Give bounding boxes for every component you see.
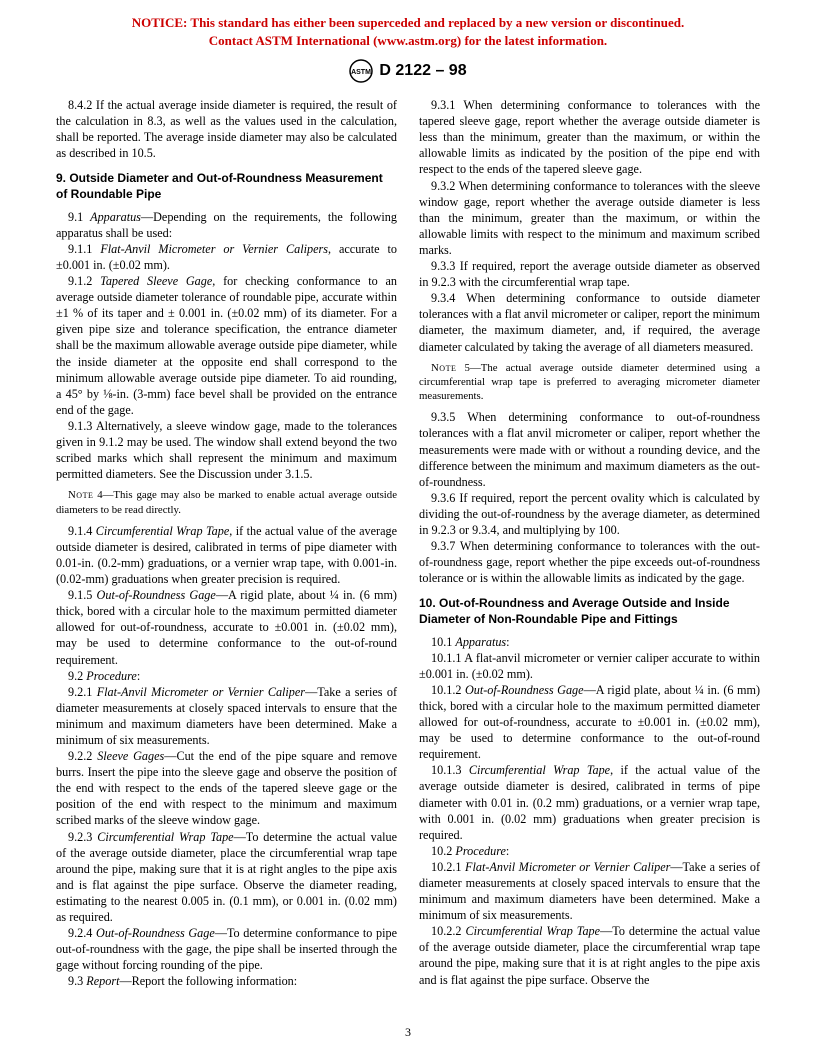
para-9.1.2: 9.1.2 Tapered Sleeve Gage, for checking … <box>56 273 397 418</box>
designation: D 2122 – 98 <box>379 62 466 80</box>
para-10.2.2: 10.2.2 Circumferential Wrap Tape—To dete… <box>419 923 760 987</box>
para-8.4.2: 8.4.2 If the actual average inside diame… <box>56 97 397 161</box>
para-9.3.3: 9.3.3 If required, report the average ou… <box>419 258 760 290</box>
note-4: Note 4—This gage may also be marked to e… <box>56 488 397 517</box>
para-10.2.1: 10.2.1 Flat-Anvil Micrometer or Vernier … <box>419 859 760 923</box>
svg-text:ASTM: ASTM <box>351 69 371 76</box>
para-9.3.7: 9.3.7 When determining conformance to to… <box>419 538 760 586</box>
doc-header: ASTM D 2122 – 98 <box>0 55 816 97</box>
para-9.3.6: 9.3.6 If required, report the percent ov… <box>419 490 760 538</box>
para-9.3.4: 9.3.4 When determining conformance to ou… <box>419 290 760 354</box>
para-9.2.4: 9.2.4 Out-of-Roundness Gage—To determine… <box>56 925 397 973</box>
para-9.3: 9.3 Report—Report the following informat… <box>56 973 397 989</box>
notice-banner: NOTICE: This standard has either been su… <box>0 0 816 55</box>
para-9.1.1: 9.1.1 Flat-Anvil Micrometer or Vernier C… <box>56 241 397 273</box>
para-9.2.3: 9.2.3 Circumferential Wrap Tape—To deter… <box>56 829 397 926</box>
para-9.2: 9.2 Procedure: <box>56 668 397 684</box>
para-9.3.1: 9.3.1 When determining conformance to to… <box>419 97 760 177</box>
para-10.1: 10.1 Apparatus: <box>419 634 760 650</box>
para-10.2: 10.2 Procedure: <box>419 843 760 859</box>
para-9.3.5: 9.3.5 When determining conformance to ou… <box>419 409 760 489</box>
para-9.1.3: 9.1.3 Alternatively, a sleeve window gag… <box>56 418 397 482</box>
body-columns: 8.4.2 If the actual average inside diame… <box>0 97 816 1009</box>
para-9.3.2: 9.3.2 When determining conformance to to… <box>419 178 760 258</box>
page-number: 3 <box>0 1025 816 1040</box>
para-9.1.5: 9.1.5 Out-of-Roundness Gage—A rigid plat… <box>56 587 397 667</box>
heading-10: 10. Out-of-Roundness and Average Outside… <box>419 596 760 627</box>
notice-line2: Contact ASTM International (www.astm.org… <box>209 33 607 48</box>
notice-line1: NOTICE: This standard has either been su… <box>132 15 684 30</box>
note-5: Note 5—The actual average outside diamet… <box>419 361 760 404</box>
para-10.1.3: 10.1.3 Circumferential Wrap Tape, if the… <box>419 762 760 842</box>
para-9.1: 9.1 Apparatus—Depending on the requireme… <box>56 209 397 241</box>
para-9.1.4: 9.1.4 Circumferential Wrap Tape, if the … <box>56 523 397 587</box>
para-9.2.1: 9.2.1 Flat-Anvil Micrometer or Vernier C… <box>56 684 397 748</box>
heading-9: 9. Outside Diameter and Out-of-Roundness… <box>56 171 397 202</box>
para-10.1.2: 10.1.2 Out-of-Roundness Gage—A rigid pla… <box>419 682 760 762</box>
para-9.2.2: 9.2.2 Sleeve Gages—Cut the end of the pi… <box>56 748 397 828</box>
para-10.1.1: 10.1.1 A flat-anvil micrometer or vernie… <box>419 650 760 682</box>
astm-logo-icon: ASTM <box>349 59 373 83</box>
